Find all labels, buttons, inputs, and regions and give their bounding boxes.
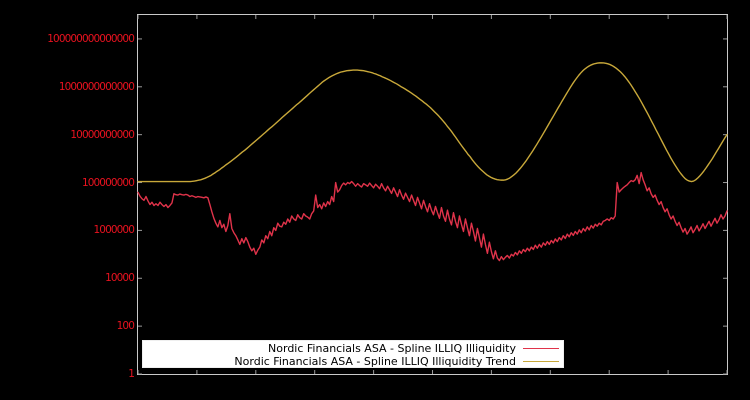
plot-frame <box>137 14 728 375</box>
legend-label-illiquidity: Nordic Financials ASA - Spline ILLIQ Ill… <box>268 342 516 355</box>
y-axis-tick-label: 100 <box>116 319 135 332</box>
axis-tick-marks <box>137 15 728 375</box>
y-axis-tick-label: 10000000000 <box>70 128 134 141</box>
chart-legend: Nordic Financials ASA - Spline ILLIQ Ill… <box>142 340 564 368</box>
legend-entry-illiquidity: Nordic Financials ASA - Spline ILLIQ Ill… <box>143 342 563 355</box>
legend-swatch-illiquidity-trend <box>523 361 559 362</box>
series-line-illiquidity <box>137 171 728 262</box>
y-axis-tick-label: 1000000 <box>93 224 135 237</box>
series-line-trend <box>137 62 728 183</box>
legend-label-illiquidity-trend: Nordic Financials ASA - Spline ILLIQ Ill… <box>234 355 516 368</box>
legend-swatch-illiquidity <box>523 348 559 349</box>
y-axis-tick-label: 10000 <box>105 272 135 285</box>
y-axis-tick-label: 100000000000000 <box>47 32 135 45</box>
legend-entry-illiquidity-trend: Nordic Financials ASA - Spline ILLIQ Ill… <box>143 355 563 368</box>
y-axis-tick-label: 1000000000000 <box>58 80 135 93</box>
y-axis-tick-label: 1 <box>128 367 135 380</box>
y-axis-tick-label: 100000000 <box>81 176 135 189</box>
